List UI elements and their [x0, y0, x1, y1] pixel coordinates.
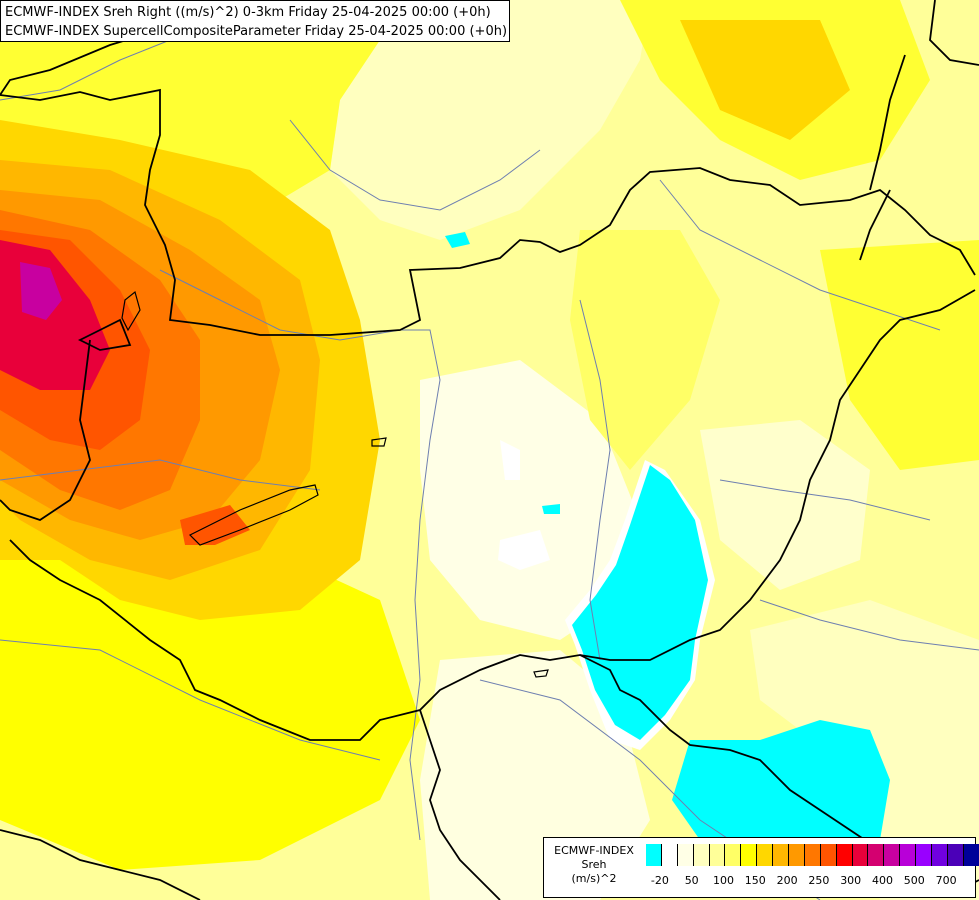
legend-swatch [900, 844, 917, 866]
legend-tick-label: 300 [840, 874, 862, 887]
title-sreh: ECMWF-INDEX Sreh Right ((m/s)^2) 0-3km F… [5, 5, 491, 20]
legend-swatch [820, 844, 837, 866]
title-scp: ECMWF-INDEX SupercellCompositeParameter … [5, 24, 508, 39]
legend-swatch [947, 844, 964, 866]
legend-labels: ECMWF-INDEX Sreh (m/s)^2 [544, 844, 644, 886]
legend-swatch [836, 844, 853, 866]
legend-swatch [804, 844, 821, 866]
legend-tick-label: -20 [650, 874, 669, 887]
legend-tick-label: 250 [808, 874, 830, 887]
orange-zones [0, 120, 380, 620]
cyan-zones [445, 232, 890, 870]
legend-swatch [868, 844, 885, 866]
legend-tick-label: 400 [872, 874, 893, 887]
legend-swatch [789, 844, 805, 866]
legend-swatch [725, 844, 742, 866]
yellow-zones [0, 0, 979, 870]
legend-swatch [963, 844, 979, 866]
legend-swatch [693, 844, 710, 866]
color-legend: ECMWF-INDEX Sreh (m/s)^2 -20 50 100 150 200 2… [543, 837, 979, 898]
legend-swatch [884, 844, 901, 866]
legend-swatch [709, 844, 726, 866]
legend-unit: (m/s)^2 [571, 872, 617, 885]
legend-tick-label: 700 [935, 874, 957, 887]
legend-swatch [757, 844, 774, 866]
legend-swatch [932, 844, 948, 866]
legend-tick-label: 50 [684, 874, 699, 887]
legend-swatch [916, 844, 933, 866]
legend-swatch [661, 844, 678, 866]
legend-model: ECMWF-INDEX [554, 844, 634, 857]
light-yellow-zones [330, 0, 979, 900]
legend-swatch [741, 844, 758, 866]
legend-swatch [646, 844, 662, 866]
legend-swatch [773, 844, 790, 866]
legend-tick-label: 200 [776, 874, 798, 887]
legend-tick-labels: -20 50 100 150 200 250 300 400 500 700 [646, 874, 976, 890]
lake-outlines [121, 290, 549, 678]
legend-swatch [852, 844, 869, 866]
legend-tick-label: 500 [903, 874, 925, 887]
map-title-box: ECMWF-INDEX Sreh Right ((m/s)^2) 0-3km F… [0, 0, 510, 42]
legend-tick-label: 100 [713, 874, 734, 887]
legend-swatch [677, 844, 694, 866]
legend-parameter: Sreh [581, 858, 607, 871]
legend-tick-label: 150 [744, 874, 766, 887]
legend-color-swatches [646, 844, 979, 866]
